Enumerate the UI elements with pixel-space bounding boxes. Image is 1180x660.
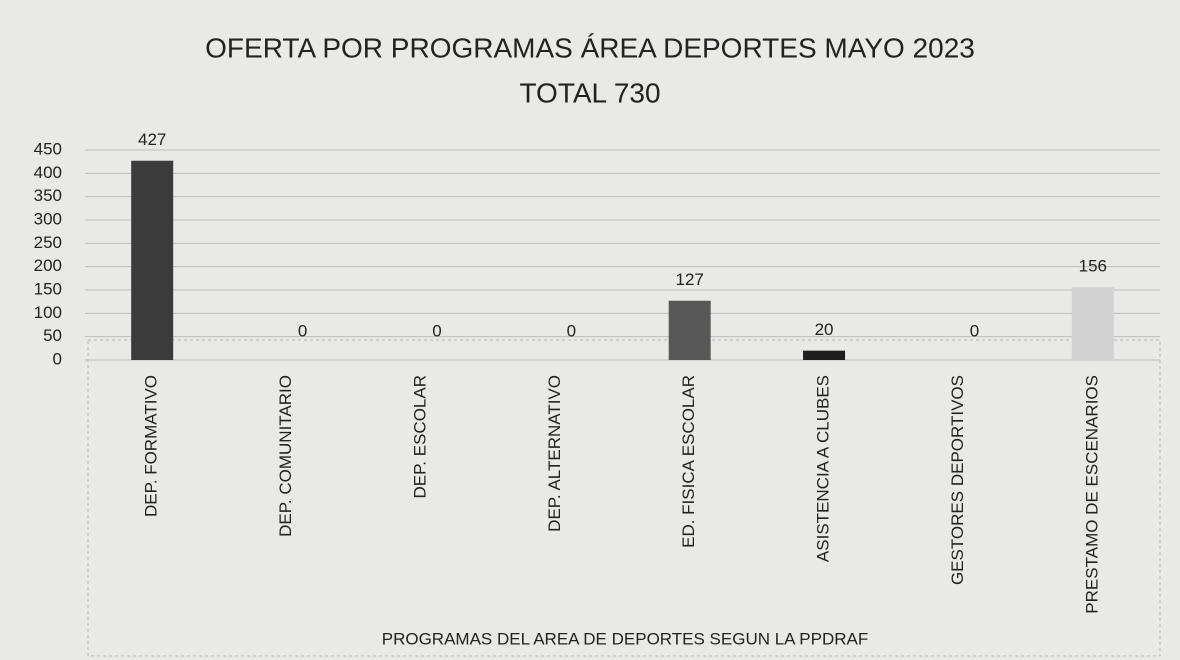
y-tick-label: 200 (34, 256, 62, 275)
bar (668, 300, 711, 360)
x-tick-label: ASISTENCIA A CLUBES (814, 375, 833, 562)
value-label: 0 (298, 321, 307, 340)
x-tick-label: ED. FISICA ESCOLAR (679, 375, 698, 548)
value-label: 0 (567, 321, 576, 340)
chart-subtitle: TOTAL 730 (519, 77, 660, 108)
value-label: 156 (1079, 257, 1107, 276)
y-tick-label: 450 (34, 139, 62, 158)
y-tick-label: 300 (34, 209, 62, 228)
value-label: 20 (815, 320, 834, 339)
value-label: 0 (970, 321, 979, 340)
value-label: 127 (676, 270, 704, 289)
bar (803, 350, 846, 360)
x-tick-label: DEP. ALTERNATIVO (545, 375, 564, 532)
y-tick-label: 250 (34, 233, 62, 252)
bar (1071, 287, 1114, 360)
x-tick-label: GESTORES DEPORTIVOS (948, 375, 967, 585)
plot-frame (87, 339, 1161, 657)
value-label: 0 (432, 321, 441, 340)
bar (131, 160, 174, 360)
x-tick-label: DEP. FORMATIVO (142, 375, 161, 517)
y-tick-label: 0 (53, 349, 62, 368)
y-tick-label: 100 (34, 303, 62, 322)
x-axis-label: PROGRAMAS DEL AREA DE DEPORTES SEGUN LA … (382, 629, 869, 648)
x-tick-label: PRESTAMO DE ESCENARIOS (1082, 375, 1101, 614)
value-label: 427 (138, 130, 166, 149)
y-tick-label: 150 (34, 279, 62, 298)
y-tick-label: 400 (34, 163, 62, 182)
x-tick-label: DEP. ESCOLAR (410, 375, 429, 498)
x-tick-label: DEP. COMUNITARIO (276, 375, 295, 537)
y-tick-label: 50 (43, 326, 62, 345)
y-tick-label: 350 (34, 186, 62, 205)
chart-title: OFERTA POR PROGRAMAS ÁREA DEPORTES MAYO … (205, 32, 975, 63)
